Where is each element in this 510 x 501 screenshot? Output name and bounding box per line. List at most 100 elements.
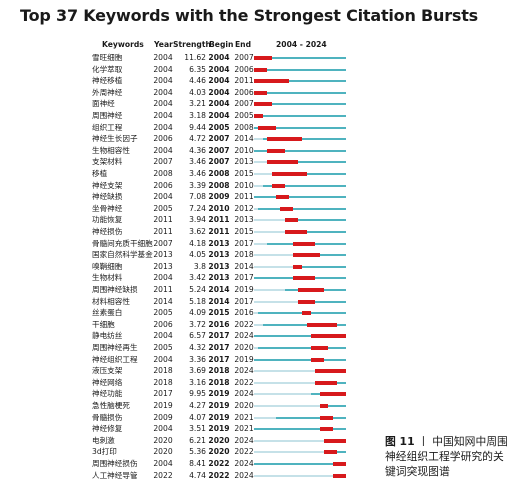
strength-value: 9.95 [189,389,206,399]
begin-value: 2022 [208,459,230,468]
year-value: 2004 [153,76,173,86]
burst-bar [319,427,333,432]
keyword-label: 急性脑梗死 [92,401,130,410]
chart-title: Top 37 Keywords with the Strongest Citat… [20,6,479,25]
begin-value: 2019 [208,424,230,434]
keyword-label: 生物相容性 [92,145,130,155]
header-end: End [235,40,252,49]
end-value: 2021 [234,412,254,422]
burst-bar [293,253,320,258]
year-value: 2020 [153,447,173,457]
burst-bar [267,137,303,142]
strength-value: 3.46 [189,157,206,167]
begin-value: 2009 [208,192,230,202]
strength-value: 3.69 [189,366,206,376]
active-period-bar [258,207,346,210]
burst-bar [280,206,294,211]
burst-bar [306,322,338,327]
inactive-period-bar [254,474,333,477]
keyword-label: 骨髓间充质干细胞 [92,238,153,248]
begin-value: 2011 [208,227,230,236]
burst-bar [310,357,325,362]
begin-value: 2020 [208,447,230,457]
keyword-label: 支架材料 [92,157,123,167]
begin-value: 2011 [208,215,230,225]
burst-bar [297,299,316,304]
year-value: 2011 [153,215,173,225]
strength-value: 3.62 [189,227,206,236]
begin-value: 2005 [208,122,230,132]
keyword-label: 嗅鞘细胞 [92,261,123,271]
active-period-bar [254,463,346,465]
end-value: 2013 [234,215,254,225]
begin-value: 2020 [208,435,230,445]
end-value: 2017 [234,273,254,283]
caption-text: 中国知网中周围神经组织工程学研究的关键词突现图谱 [385,435,508,478]
header-keywords: Keywords [102,40,144,49]
burst-bar [310,346,329,350]
active-period-bar [254,428,346,431]
strength-value: 3.39 [189,180,206,190]
keyword-label: 国家自然科学基金 [92,250,153,260]
begin-value: 2007 [208,134,230,144]
begin-value: 2004 [208,87,230,97]
keyword-label: 神经缺损 [92,192,123,202]
burst-bar [324,438,346,443]
keyword-label: 神经功能 [92,389,123,399]
begin-value: 2018 [208,366,230,376]
burst-bar [275,195,290,200]
keyword-label: 神经修复 [92,424,123,434]
strength-value: 6.21 [189,435,206,445]
begin-value: 2007 [208,145,230,155]
begin-value: 2022 [208,470,230,480]
strength-value: 3.36 [189,354,206,364]
year-value: 2007 [153,238,173,248]
burst-bar [271,183,285,188]
inactive-period-bar [254,312,259,315]
end-value: 2019 [234,354,254,364]
burst-bar [319,392,346,397]
end-value: 2013 [234,157,254,167]
year-value: 2004 [153,145,173,155]
keyword-label: 干细胞 [92,319,115,329]
active-period-bar [254,103,346,106]
keyword-label: 面神经 [92,99,115,109]
strength-value: 7.08 [189,192,206,202]
end-value: 2024 [234,366,254,376]
strength-value: 4.72 [189,134,206,144]
strength-value: 7.24 [189,203,206,213]
burst-bar [254,90,268,95]
burst-bar [284,218,298,223]
begin-value: 2013 [208,250,230,260]
begin-value: 2004 [208,76,230,86]
keyword-label: 雪旺细胞 [92,53,123,62]
end-value: 2024 [234,459,254,468]
keyword-label: 材料相容性 [92,296,130,306]
active-period-bar [319,405,346,407]
end-value: 2024 [234,389,254,399]
year-value: 2005 [153,343,173,352]
year-value: 2004 [153,354,173,364]
inactive-period-bar [254,265,294,268]
strength-value: 6.35 [189,64,206,74]
inactive-period-bar [254,370,316,373]
active-period-bar [254,335,346,338]
year-value: 2004 [153,87,173,97]
burst-bar [254,114,263,118]
keyword-label: 神经移植 [92,76,123,86]
inactive-period-bar [254,347,259,349]
end-value: 2014 [234,134,254,144]
year-value: 2019 [153,401,173,410]
strength-value: 3.46 [189,169,206,178]
strength-value: 8.41 [189,459,206,468]
year-value: 2004 [153,99,173,109]
year-value: 2005 [153,203,173,213]
begin-value: 2008 [208,169,230,178]
keyword-label: 骨髓损伤 [92,412,123,422]
end-value: 2024 [234,331,254,341]
inactive-period-bar [254,381,316,384]
begin-value: 2015 [208,308,230,318]
end-value: 2020 [234,343,254,352]
begin-value: 2017 [208,354,230,364]
year-value: 2004 [153,111,173,120]
